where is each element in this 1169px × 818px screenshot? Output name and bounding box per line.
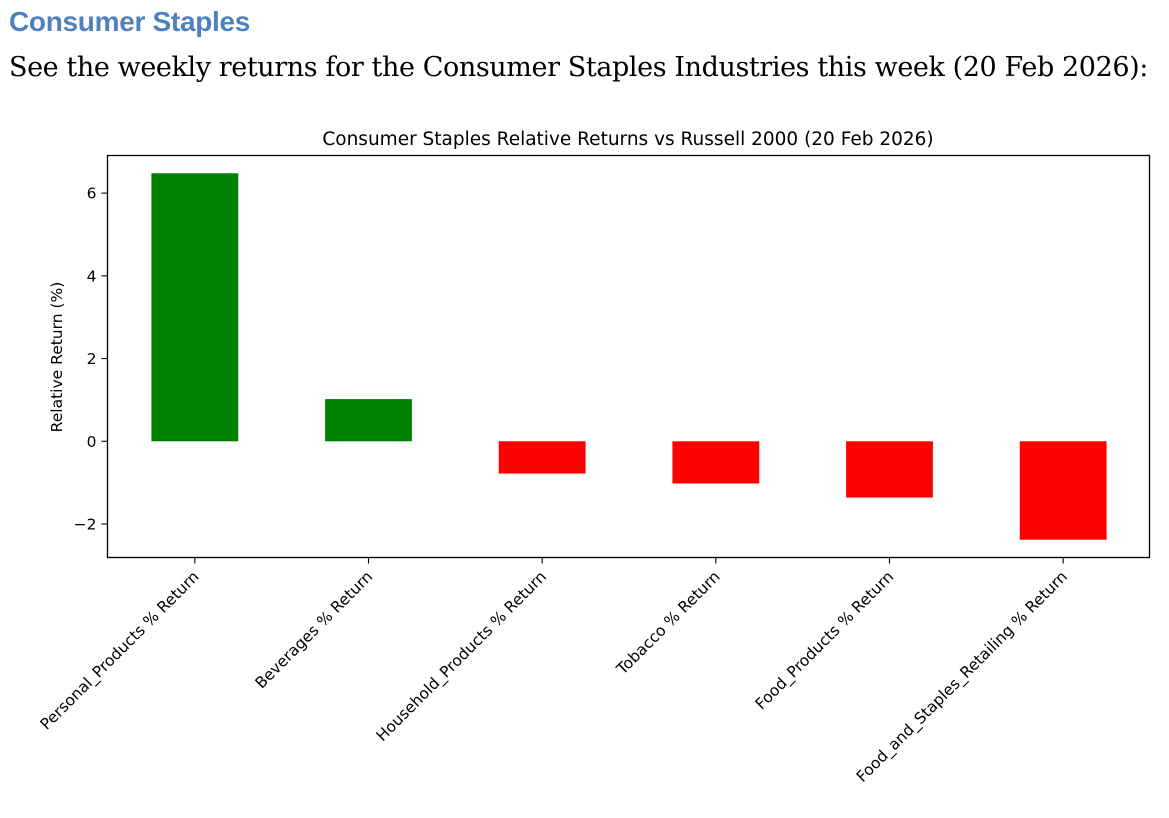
y-tick-label: 6 (87, 185, 97, 203)
y-tick-label: 0 (87, 433, 97, 451)
x-tick-label: Beverages % Return (252, 568, 377, 693)
bar-3 (498, 441, 586, 474)
bar-1 (151, 173, 239, 442)
x-tick-label: Household_Products % Return (373, 568, 551, 746)
y-tick-label: 4 (87, 267, 97, 285)
y-axis-label: Relative Return (%) (48, 282, 66, 433)
chart-title: Consumer Staples Relative Returns vs Rus… (322, 129, 933, 150)
intro-text: See the weekly returns for the Consumer … (9, 52, 1148, 83)
bar-2 (325, 399, 412, 442)
y-axis-ticks: −2 0 2 4 6 (74, 185, 108, 534)
bar-4 (672, 441, 760, 484)
bar-6 (1019, 441, 1107, 540)
x-tick-label: Personal_Products % Return (37, 568, 204, 735)
page-heading: Consumer Staples (9, 6, 251, 37)
plot-area-frame (106, 154, 1151, 559)
x-tick-label: Tobacco % Return (612, 568, 723, 679)
y-tick-label: 2 (87, 350, 97, 368)
x-tick-label: Food_Products % Return (752, 568, 898, 714)
y-tick-label: −2 (74, 516, 97, 534)
x-axis-ticks: Personal_Products % Return Beverages % Re… (37, 557, 1072, 787)
bars-group (151, 173, 1107, 540)
bar-5 (846, 441, 933, 498)
x-tick-label: Food_and_Staples_Retailing % Return (853, 568, 1072, 787)
